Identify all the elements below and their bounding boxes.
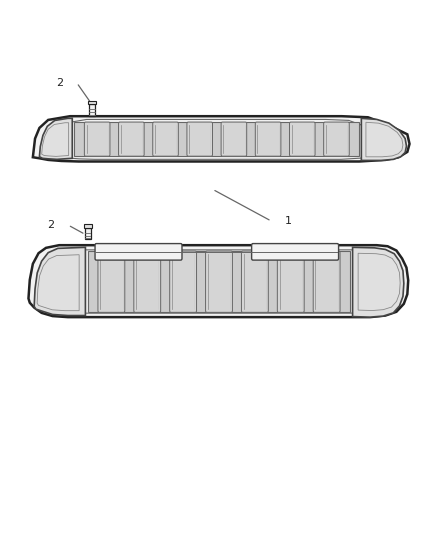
FancyBboxPatch shape <box>290 122 315 156</box>
Bar <box>84 224 92 228</box>
FancyBboxPatch shape <box>119 122 144 156</box>
Polygon shape <box>33 116 410 161</box>
Text: 2: 2 <box>48 220 55 230</box>
Bar <box>89 104 95 116</box>
FancyBboxPatch shape <box>85 122 110 156</box>
FancyBboxPatch shape <box>98 251 125 312</box>
FancyBboxPatch shape <box>170 251 197 312</box>
FancyBboxPatch shape <box>251 244 339 260</box>
Text: 1: 1 <box>285 216 292 226</box>
FancyBboxPatch shape <box>134 251 161 312</box>
Polygon shape <box>39 118 72 159</box>
Polygon shape <box>28 245 408 317</box>
Bar <box>88 101 96 104</box>
FancyBboxPatch shape <box>187 122 212 156</box>
FancyBboxPatch shape <box>277 251 304 312</box>
Text: 2: 2 <box>57 78 64 87</box>
Bar <box>74 122 359 156</box>
Bar <box>88 251 350 312</box>
FancyBboxPatch shape <box>205 251 233 312</box>
Polygon shape <box>353 247 404 317</box>
FancyBboxPatch shape <box>95 244 182 260</box>
FancyBboxPatch shape <box>313 251 340 312</box>
FancyBboxPatch shape <box>153 122 178 156</box>
Polygon shape <box>361 118 406 160</box>
Bar <box>85 228 91 239</box>
FancyBboxPatch shape <box>241 251 268 312</box>
Polygon shape <box>34 247 85 316</box>
FancyBboxPatch shape <box>324 122 349 156</box>
FancyBboxPatch shape <box>221 122 247 156</box>
FancyBboxPatch shape <box>255 122 281 156</box>
